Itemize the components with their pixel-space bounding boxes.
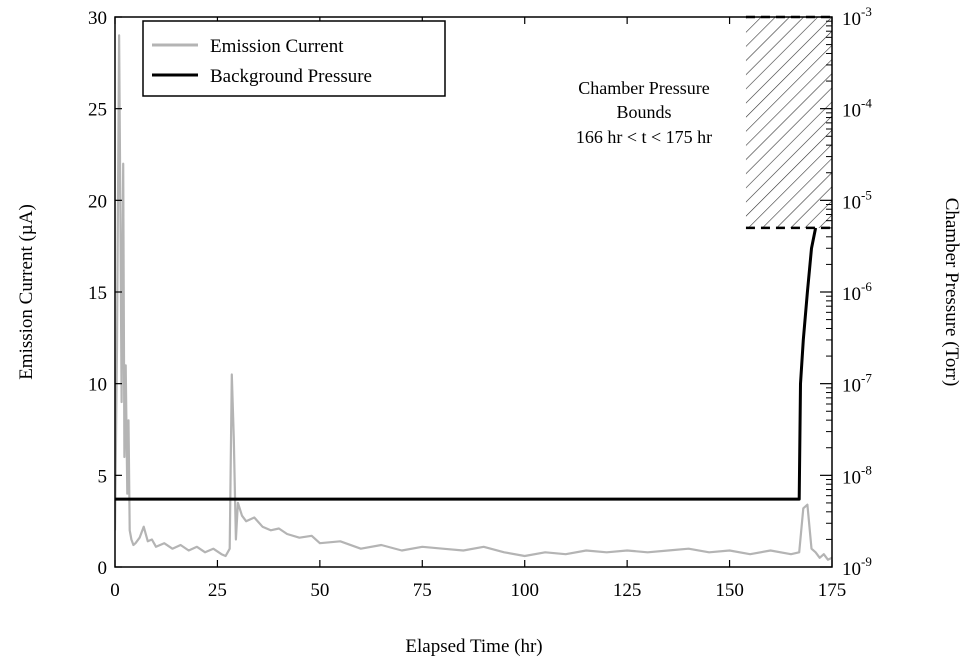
annotation-line-1: Chamber Pressure	[578, 78, 709, 98]
x-tick-label: 75	[413, 580, 432, 601]
hatch-region-layer	[745, 15, 832, 230]
x-tick-label: 0	[110, 580, 120, 601]
y-left-tick-label: 15	[88, 283, 107, 304]
series-line-background-pressure	[115, 227, 818, 501]
y-left-tick-label: 20	[88, 191, 107, 212]
x-axis-label: Elapsed Time (hr)	[405, 636, 542, 657]
legend-label-background-pressure: Background Pressure	[210, 66, 372, 87]
y-axis-right-label: Chamber Pressure (Torr)	[941, 198, 962, 387]
ticks-layer: 0 25 50 75 100 125 150 175 0 5 10 15 20 25 30 10-9 10-8 1…	[88, 4, 872, 601]
annotation-line-3: 166 hr < t < 175 hr	[576, 127, 712, 147]
legend: Emission Current Background Pressure	[142, 20, 446, 97]
x-tick-label: 175	[818, 580, 847, 601]
y-axis-left-label: Emission Current (µA)	[16, 204, 37, 380]
y-left-tick-label: 10	[88, 375, 107, 396]
hatched-bounds-region	[745, 17, 832, 228]
y-right-tick-label: 10-6	[842, 279, 872, 305]
legend-label-emission-current: Emission Current	[210, 36, 344, 57]
x-tick-label: 100	[510, 580, 539, 601]
y-right-tick-label: 10-4	[842, 96, 872, 122]
series-line-emission-current	[115, 34, 832, 561]
series-layer	[115, 34, 832, 561]
x-tick-label: 25	[208, 580, 227, 601]
y-right-tick-label: 10-9	[842, 554, 872, 580]
x-tick-label: 50	[310, 580, 329, 601]
y-right-tick-label: 10-7	[842, 371, 872, 397]
annotation-line-2: Bounds	[616, 102, 671, 122]
x-tick-label: 125	[613, 580, 642, 601]
x-tick-label: 150	[715, 580, 744, 601]
y-right-tick-label: 10-8	[842, 462, 872, 488]
y-left-tick-label: 0	[98, 558, 108, 579]
y-left-tick-label: 25	[88, 100, 107, 121]
y-right-tick-label: 10-5	[842, 187, 872, 213]
y-left-tick-label: 5	[98, 466, 108, 487]
legend-box	[142, 20, 446, 97]
y-right-tick-label: 10-3	[842, 4, 872, 30]
pressure-bounds-annotation: Chamber Pressure Bounds 166 hr < t < 175…	[544, 72, 744, 152]
y-left-tick-label: 30	[88, 8, 107, 29]
